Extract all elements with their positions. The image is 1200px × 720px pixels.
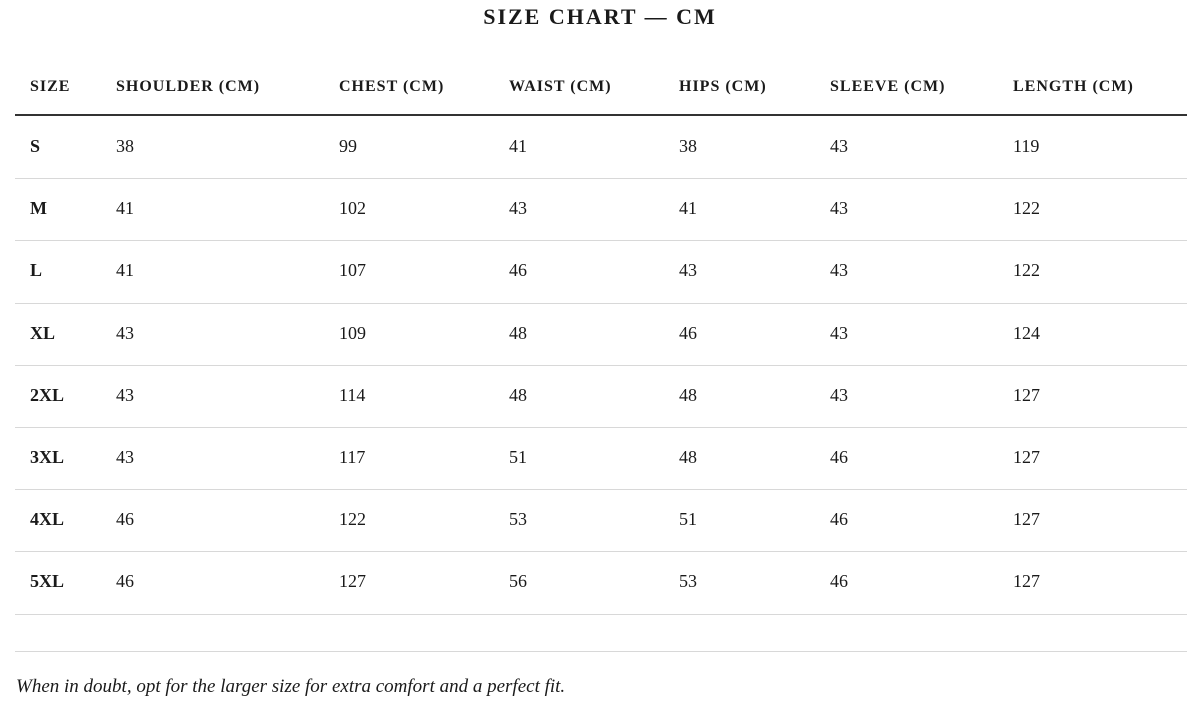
measurement: 48 (679, 447, 697, 467)
measurement: 99 (339, 136, 357, 156)
measurement: 114 (339, 384, 366, 405)
measurement: 127 (1013, 509, 1040, 530)
measurement: 46 (116, 509, 134, 530)
measurement: 43 (679, 260, 697, 281)
measurement: 38 (679, 136, 697, 156)
footnote: When in doubt, opt for the larger size f… (16, 676, 566, 697)
measurement: 53 (679, 571, 697, 592)
column-header: SLEEVE (CM) (830, 78, 946, 95)
measurement: 127 (1013, 571, 1040, 592)
row-divider (15, 302, 1187, 304)
size-label: S (30, 136, 41, 156)
measurement: 46 (509, 260, 527, 281)
row-divider (15, 364, 1187, 366)
measurement: 43 (830, 384, 848, 405)
measurement: 127 (1013, 384, 1040, 405)
measurement: 109 (339, 322, 366, 343)
row-divider (15, 178, 1187, 180)
size-label: L (30, 260, 43, 281)
measurement: 48 (679, 384, 697, 405)
measurement: 48 (509, 322, 527, 343)
measurement: 51 (679, 509, 697, 530)
measurement: 38 (116, 136, 134, 156)
size-label: 5XL (30, 571, 65, 592)
measurement: 43 (830, 260, 848, 281)
measurement: 124 (1013, 322, 1040, 343)
measurement: 127 (1013, 447, 1040, 467)
measurement: 41 (509, 136, 527, 156)
row-divider (15, 613, 1187, 615)
row-divider (15, 551, 1187, 553)
row-divider (15, 489, 1187, 491)
measurement: 127 (339, 571, 366, 592)
column-header: SHOULDER (CM) (116, 78, 261, 95)
table-bottom-rule (15, 651, 1187, 652)
row-divider (15, 240, 1187, 242)
measurement: 46 (830, 571, 848, 592)
measurement: 51 (509, 447, 527, 467)
measurement: 43 (116, 447, 134, 467)
size-label: XL (30, 322, 56, 343)
measurement: 122 (1013, 260, 1040, 281)
size-label: 3XL (30, 447, 65, 467)
measurement: 46 (830, 509, 848, 530)
measurement: 53 (509, 509, 527, 530)
measurement: 46 (830, 447, 848, 467)
size-label: 4XL (30, 509, 65, 530)
measurement: 43 (830, 198, 848, 219)
measurement: 119 (1013, 136, 1040, 156)
measurement: 43 (830, 322, 848, 343)
column-header: SIZE (30, 78, 71, 95)
size-label: 2XL (30, 384, 65, 405)
header-rule (15, 114, 1187, 116)
measurement: 41 (116, 198, 134, 219)
measurement: 43 (830, 136, 848, 156)
column-header: CHEST (CM) (339, 78, 445, 95)
measurement: 117 (339, 447, 366, 467)
measurement: 48 (509, 384, 527, 405)
measurement: 43 (116, 384, 134, 405)
column-header: LENGTH (CM) (1013, 78, 1134, 95)
measurement: 43 (509, 198, 527, 219)
measurement: 122 (1013, 198, 1040, 219)
column-header: WAIST (CM) (509, 78, 612, 95)
measurement: 43 (116, 322, 134, 343)
size-label: M (30, 198, 47, 219)
measurement: 102 (339, 198, 366, 219)
measurement: 122 (339, 509, 366, 530)
measurement: 41 (679, 198, 697, 219)
measurement: 46 (116, 571, 134, 592)
title: SIZE CHART — CM (483, 4, 717, 29)
measurement: 107 (339, 260, 366, 281)
row-divider (15, 427, 1187, 428)
measurement: 46 (679, 322, 697, 343)
measurement: 56 (509, 571, 527, 592)
measurement: 41 (116, 260, 134, 281)
column-header: HIPS (CM) (679, 78, 767, 95)
